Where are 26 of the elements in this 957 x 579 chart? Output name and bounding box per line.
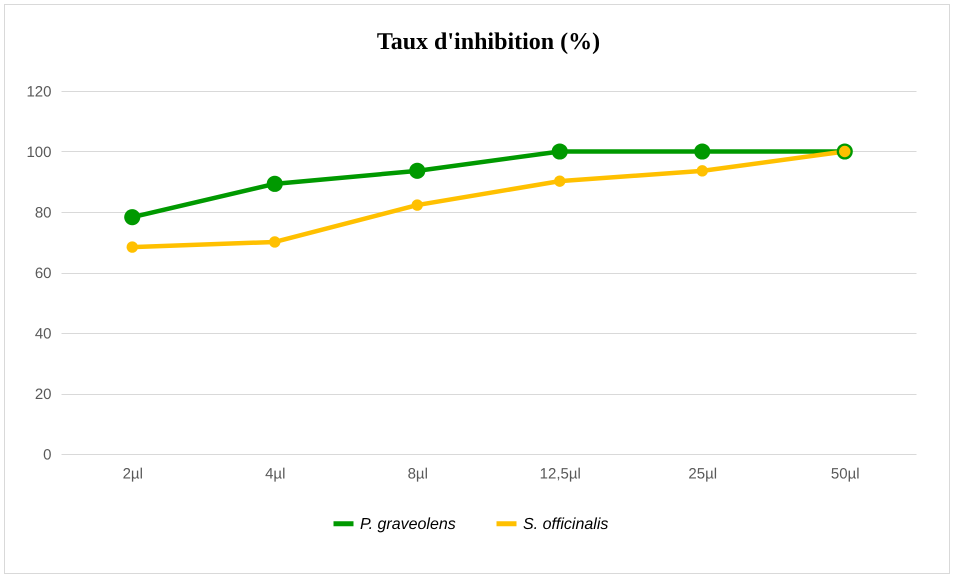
- point: [552, 143, 568, 160]
- point: [269, 236, 280, 248]
- y-tick-label: 80: [34, 204, 52, 222]
- x-tick-label: 50µl: [830, 466, 860, 482]
- point: [412, 199, 423, 211]
- y-tick-label: 120: [26, 84, 52, 100]
- chart-title: Taux d'inhibition (%): [376, 29, 600, 55]
- point: [124, 209, 140, 226]
- x-tick-label: 12,5µl: [540, 466, 581, 482]
- y-tick-label: 0: [43, 446, 52, 464]
- legend-label: S. officinalis: [523, 516, 608, 533]
- y-tick-label: 40: [34, 326, 52, 342]
- x-tick-label: 4µl: [265, 466, 286, 482]
- x-tick-label: 2µl: [122, 466, 143, 482]
- point: [266, 176, 283, 192]
- point: [554, 175, 566, 187]
- y-tick-label: 20: [34, 386, 52, 403]
- x-tick-label: 25µl: [688, 466, 718, 482]
- point: [696, 165, 708, 177]
- legend-label: P. graveolens: [360, 516, 456, 533]
- point: [126, 241, 138, 253]
- point: [694, 143, 710, 160]
- x-tick-label: 8µl: [408, 466, 428, 482]
- y-tick-label: 100: [26, 144, 52, 161]
- y-tick-label: 60: [34, 265, 52, 282]
- point: [409, 162, 426, 179]
